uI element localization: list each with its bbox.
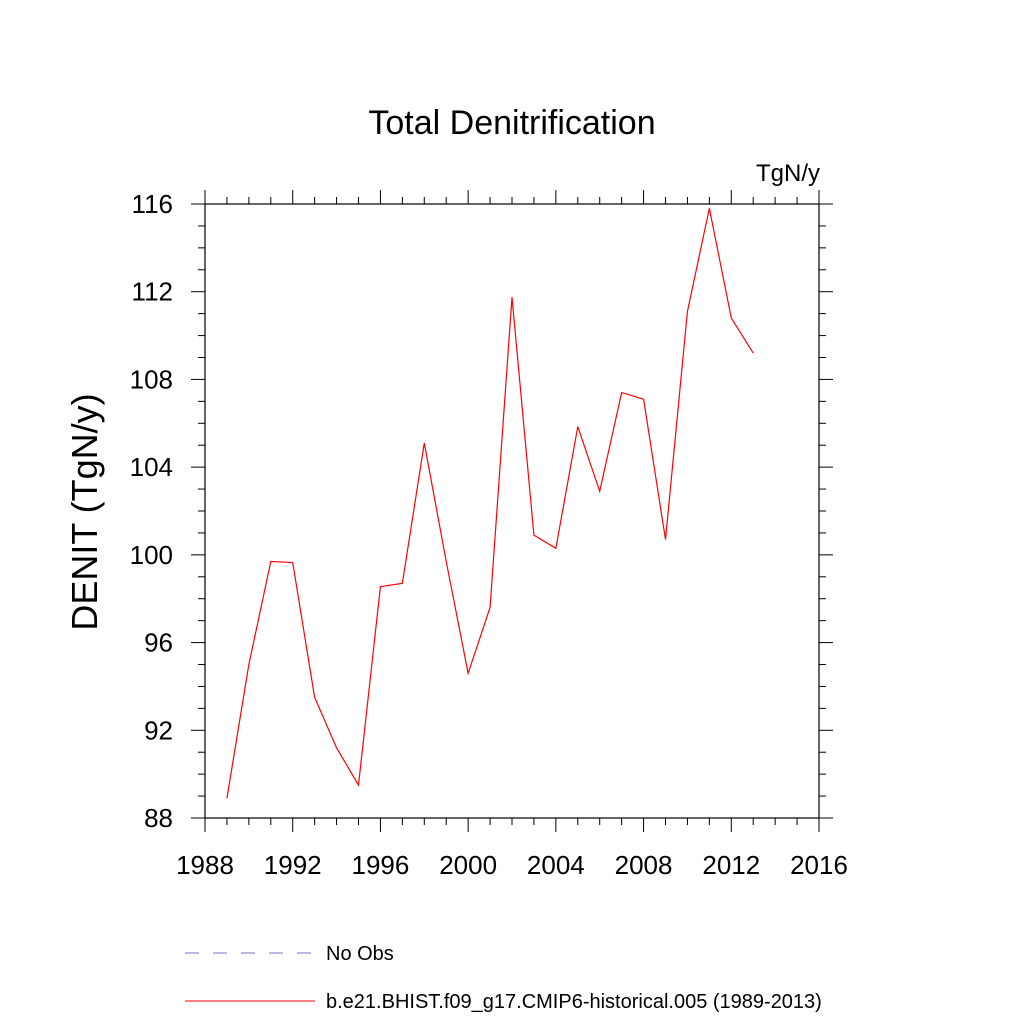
y-axis-label: DENIT (TgN/y): [64, 393, 105, 630]
legend: No Obs b.e21.BHIST.f09_g17.CMIP6-histori…: [185, 943, 822, 1013]
y-tick-labels: 88 92 96 100 104 108 112 116: [130, 189, 173, 833]
y-tick-label: 100: [130, 540, 173, 570]
plot-frame: [204, 203, 820, 819]
x-tick-label: 2012: [702, 850, 760, 880]
y-tick-label: 92: [144, 715, 173, 745]
x-tick-label: 1996: [352, 850, 410, 880]
chart-title: Total Denitrification: [368, 104, 655, 142]
x-tick-label: 2000: [439, 850, 497, 880]
x-tick-label: 1988: [176, 850, 234, 880]
y-tick-label: 104: [130, 452, 173, 482]
y-tick-label: 112: [132, 277, 173, 307]
x-tick-label: 2016: [790, 850, 848, 880]
x-tick-label: 2008: [615, 850, 673, 880]
y-tick-label: 116: [132, 189, 173, 219]
units-label: TgN/y: [756, 160, 820, 187]
x-tick-labels: 1988 1992 1996 2000 2004 2008 2012 2016: [176, 850, 848, 880]
y-tick-label: 96: [144, 628, 173, 658]
major-ticks: [191, 190, 833, 832]
series-line: [226, 208, 754, 799]
y-tick-label: 88: [144, 803, 173, 833]
legend-label-no-obs: No Obs: [326, 943, 394, 965]
x-tick-label: 1992: [264, 850, 322, 880]
legend-label-model: b.e21.BHIST.f09_g17.CMIP6-historical.005…: [326, 991, 822, 1013]
x-tick-label: 2004: [527, 850, 585, 880]
series-layer: [226, 208, 754, 799]
minor-ticks: [198, 197, 826, 825]
y-tick-label: 108: [130, 364, 173, 394]
